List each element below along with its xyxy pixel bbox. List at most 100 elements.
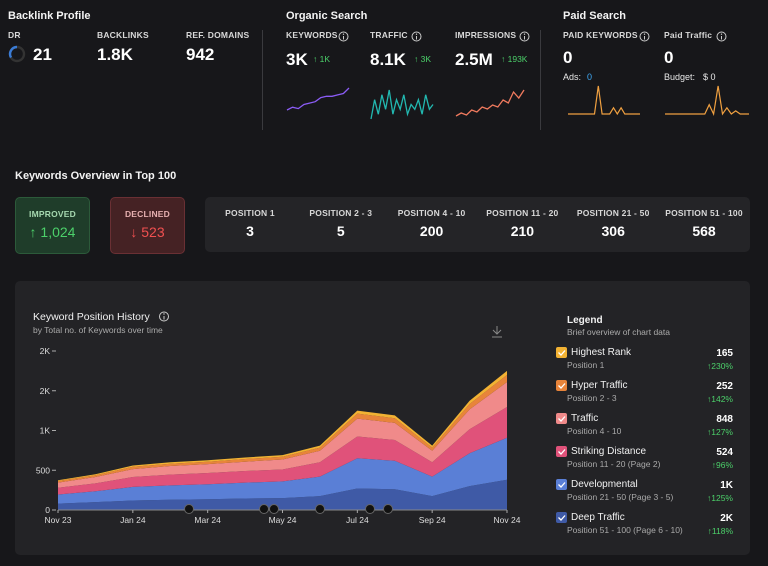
metric-value: 1.8K (97, 45, 133, 64)
info-icon[interactable] (716, 31, 727, 42)
legend-name: Deep Traffic (571, 512, 625, 523)
metric-value: 8.1K (370, 50, 406, 69)
legend-check (558, 383, 566, 389)
info-icon[interactable] (159, 311, 169, 322)
x-tick-label: May 24 (269, 515, 297, 525)
legend-change: ↑127% (707, 427, 733, 437)
sub-value: $ 0 (703, 72, 716, 82)
legend-change: ↑230% (707, 361, 733, 371)
legend-description: Position 51 - 100 (Page 6 - 10) (567, 525, 683, 535)
legend-total: 252 (716, 381, 733, 392)
position-value: 210 (510, 223, 535, 239)
legend-description: Position 2 - 3 (567, 393, 617, 403)
legend-name: Developmental (571, 479, 638, 490)
sparkline (568, 85, 640, 116)
info-icon[interactable] (411, 31, 422, 42)
sub-value: 0 (587, 72, 593, 82)
metric-label: PAID KEYWORDS (563, 30, 638, 40)
sparkline (370, 89, 434, 120)
metric-value: 0 (563, 48, 573, 67)
legend-check (558, 482, 566, 488)
metric-value: 21 (33, 45, 52, 64)
position-value: 200 (419, 223, 444, 239)
legend-description: Position 11 - 20 (Page 2) (567, 459, 661, 469)
metric-value: 3K (286, 50, 308, 69)
legend-change: ↑96% (712, 460, 734, 470)
position-label: POSITION 1 (225, 208, 275, 218)
legend-checkbox (556, 512, 567, 523)
info-icon[interactable] (519, 31, 530, 42)
section-title: Backlink Profile (8, 10, 91, 22)
sparkline (286, 87, 350, 111)
area (58, 407, 507, 495)
x-tick-label: Mar 24 (194, 515, 221, 525)
legend-description: Position 4 - 10 (567, 426, 622, 436)
position-label: POSITION 51 - 100 (665, 208, 743, 218)
update-marker (269, 504, 279, 514)
legend-checkbox (556, 413, 567, 424)
legend-total: 165 (716, 348, 733, 359)
metric-label: REF. DOMAINS (186, 30, 250, 40)
metric-label: Paid Traffic (664, 30, 713, 40)
sparkline-path (665, 85, 749, 116)
legend-title: Legend (567, 315, 603, 326)
info-icon[interactable] (338, 31, 349, 42)
section-title: Paid Search (563, 10, 626, 22)
legend-check (558, 515, 566, 521)
metric-label: IMPRESSIONS (455, 30, 517, 40)
x-tick-label: Jan 24 (120, 515, 146, 525)
card-label: DECLINED (124, 209, 171, 219)
position-value: 306 (601, 223, 625, 239)
divider (262, 30, 263, 130)
section-title: Organic Search (286, 10, 368, 22)
legend-change: ↑125% (707, 493, 733, 503)
sparkline (665, 85, 749, 116)
legend-change: ↑118% (708, 526, 734, 536)
legend-name: Highest Rank (571, 347, 632, 358)
position-value: 3 (246, 223, 254, 239)
download-icon[interactable] (492, 326, 502, 338)
divider (540, 30, 541, 130)
legend-check (558, 449, 566, 455)
sparkline-path (455, 89, 525, 117)
card-value: ↑ 1,024 (29, 224, 76, 240)
position-label: POSITION 4 - 10 (397, 208, 466, 218)
area (58, 382, 507, 488)
improved-card: IMPROVED ↑ 1,024 (15, 197, 90, 254)
legend-total: 2K (720, 513, 734, 524)
legend-total: 848 (716, 414, 733, 425)
y-tick-label: 1K (40, 426, 51, 436)
legend-description: Position 1 (567, 360, 605, 370)
declined-card: DECLINED ↓ 523 (110, 197, 185, 254)
legend-checkbox (556, 479, 567, 490)
legend-check (558, 416, 566, 422)
x-tick-label: Sep 24 (419, 515, 446, 525)
legend-subtitle: Brief overview of chart data (567, 327, 670, 337)
chart-title: Keyword Position History (33, 311, 150, 323)
positions-panel: POSITION 1 3 POSITION 2 - 3 5 POSITION 4 - 1… (205, 197, 750, 252)
position-value: 5 (336, 223, 345, 239)
metric-value: 0 (664, 48, 674, 67)
position-label: POSITION 11 - 20 (486, 208, 559, 218)
legend-total: 524 (716, 447, 733, 458)
update-marker (259, 504, 269, 514)
sub-label: Budget: (664, 72, 696, 82)
card-label: IMPROVED (29, 209, 76, 219)
legend-name: Hyper Traffic (571, 380, 628, 391)
metric-label: KEYWORDS (286, 30, 338, 40)
metric-label: BACKLINKS (97, 30, 149, 40)
legend-checkbox (556, 446, 567, 457)
metric-label: DR (8, 30, 21, 40)
section-title: Keywords Overview in Top 100 (15, 170, 177, 182)
metric-label: TRAFFIC (370, 30, 408, 40)
legend-checkbox (556, 380, 567, 391)
metric-change: ↑ 1K (313, 54, 331, 64)
sparkline-path (286, 87, 350, 111)
legend-change: ↑142% (707, 394, 733, 404)
legend-description: Position 21 - 50 (Page 3 - 5) (567, 492, 673, 502)
legend-total: 1K (720, 480, 734, 491)
x-tick-label: Nov 24 (494, 515, 521, 525)
area (58, 479, 507, 510)
card-value: ↓ 523 (130, 224, 165, 240)
info-icon[interactable] (639, 31, 650, 42)
